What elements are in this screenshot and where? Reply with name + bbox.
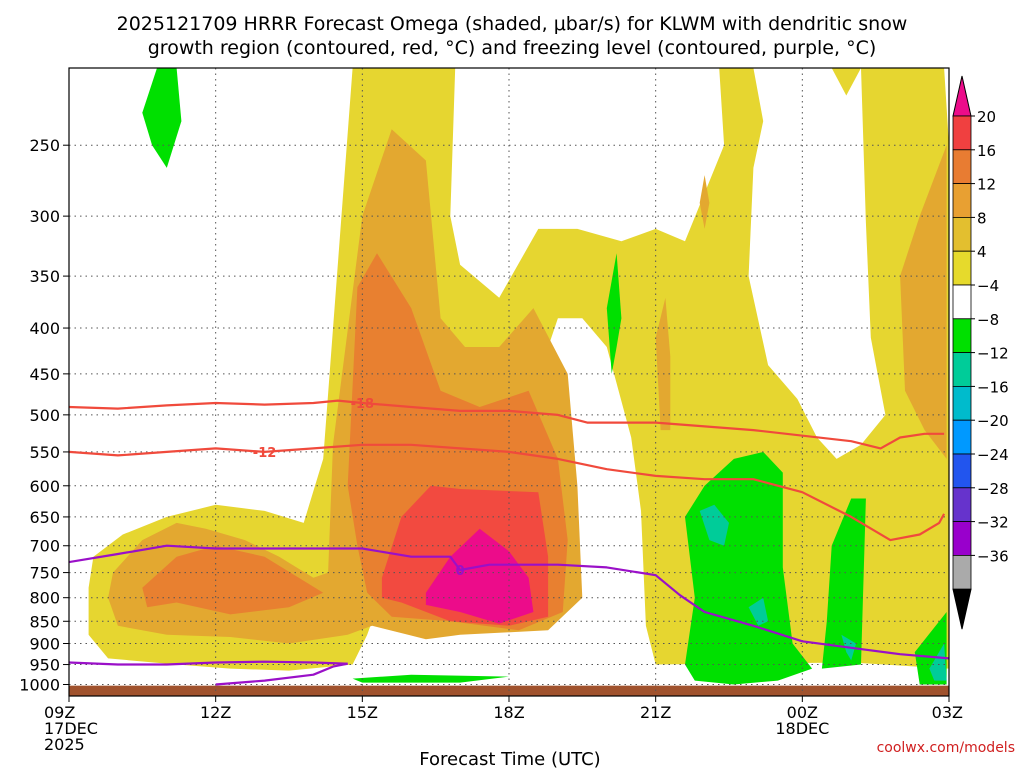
x-tick-date-00Z: 18DEC bbox=[775, 719, 829, 738]
colorbar-band-13 bbox=[952, 555, 972, 590]
colorbar-band-7 bbox=[952, 352, 972, 387]
colorbar-label-3: 8 bbox=[977, 209, 987, 227]
y-tick-label-250: 250 bbox=[29, 136, 60, 155]
omega-region-neg8-0 bbox=[699, 504, 729, 546]
plot-grid bbox=[68, 68, 950, 696]
y-tick-label-700: 700 bbox=[29, 537, 60, 556]
omega-region-8-2 bbox=[900, 145, 947, 459]
colorbar-bottom-arrow bbox=[952, 588, 972, 630]
colorbar-label-9: −20 bbox=[977, 412, 1009, 430]
x-tick-label-12Z: 12Z bbox=[200, 703, 231, 722]
y-tick-label-950: 950 bbox=[29, 656, 60, 675]
chart-title-line-2: growth region (contoured, red, °C) and f… bbox=[148, 37, 877, 59]
omega-region-neg4-0 bbox=[142, 68, 182, 168]
contour-dgz_-12 bbox=[69, 443, 946, 542]
temperature-contours bbox=[69, 399, 949, 686]
omega-shading bbox=[88, 68, 949, 685]
colorbar-label-1: 16 bbox=[977, 142, 996, 160]
omega-region-neg8-1 bbox=[748, 597, 769, 626]
omega-region-4-1 bbox=[831, 68, 861, 96]
x-tick-date-09Z: 17DEC bbox=[44, 719, 98, 738]
colorbar-label-13: −36 bbox=[977, 547, 1009, 565]
colorbar-label-4: 4 bbox=[977, 243, 987, 261]
chart-title-line-1: 2025121709 HRRR Forecast Omega (shaded, … bbox=[117, 13, 908, 35]
colorbar-label-7: −12 bbox=[977, 345, 1009, 363]
y-tick-label-450: 450 bbox=[29, 365, 60, 384]
colorbar-band-3 bbox=[952, 216, 972, 252]
y-tick-label-1000: 1000 bbox=[19, 676, 60, 695]
y-tick-label-650: 650 bbox=[29, 508, 60, 527]
colorbar-band-1 bbox=[952, 149, 972, 185]
contour-label-dgz_-18: -18 bbox=[351, 397, 375, 412]
colorbar-band-9 bbox=[952, 419, 972, 455]
omega-region-8-3 bbox=[699, 175, 710, 229]
omega-region-8-1 bbox=[655, 297, 671, 431]
y-axis-ticks: 250 300 350 400 450 500 550 600 650 700 750 800 850 9… bbox=[19, 136, 69, 695]
colorbar-band-6 bbox=[952, 318, 972, 353]
colorbar-label-5: −4 bbox=[977, 277, 999, 295]
y-tick-label-300: 300 bbox=[29, 207, 60, 226]
x-tick-label-03Z: 03Z bbox=[932, 703, 963, 722]
omega-region-neg4-3 bbox=[821, 498, 866, 669]
y-tick-label-900: 900 bbox=[29, 635, 60, 654]
omega-region-12-0 bbox=[142, 545, 324, 615]
colorbar-band-8 bbox=[952, 385, 972, 421]
y-tick-label-350: 350 bbox=[29, 267, 60, 286]
x-tick-label-00Z: 00Z bbox=[787, 703, 818, 722]
contour-freezing_0 bbox=[69, 544, 949, 660]
y-tick-label-750: 750 bbox=[29, 564, 60, 583]
x-tick-label-21Z: 21Z bbox=[640, 703, 671, 722]
contour-freezing_lower2 bbox=[215, 662, 348, 686]
colorbar-band-0 bbox=[952, 115, 972, 151]
x-tick-label-15Z: 15Z bbox=[347, 703, 378, 722]
colorbar-label-10: −24 bbox=[977, 446, 1009, 464]
omega-region-neg4-1 bbox=[606, 253, 622, 374]
colorbar-band-12 bbox=[952, 521, 972, 556]
y-tick-label-850: 850 bbox=[29, 612, 60, 631]
colorbar-band-4 bbox=[952, 250, 972, 286]
colorbar-band-11 bbox=[952, 487, 972, 522]
omega-region-neg8-3 bbox=[929, 643, 947, 681]
omega-region-20-0 bbox=[425, 528, 534, 624]
colorbar: 20 16 12 8 4 −4 −8 −12 −16 −20 −24 −28 −32 −36 bbox=[952, 75, 1009, 630]
contour-label-freezing_0: 0 bbox=[456, 564, 465, 579]
contour-freezing_lower bbox=[69, 660, 348, 666]
x-tick-label-18Z: 18Z bbox=[493, 703, 524, 722]
contour-label-dgz_-12: -12 bbox=[253, 446, 277, 461]
colorbar-band-10 bbox=[952, 453, 972, 489]
contour-labels: -18 -12 0 bbox=[253, 397, 465, 579]
y-tick-label-800: 800 bbox=[29, 589, 60, 608]
x-tick-year-09Z: 2025 bbox=[44, 735, 85, 754]
omega-region-neg4-4 bbox=[352, 674, 509, 683]
colorbar-label-6: −8 bbox=[977, 311, 999, 329]
x-tick-label-09Z: 09Z bbox=[44, 703, 75, 722]
colorbar-band-2 bbox=[952, 183, 972, 218]
credit-text: coolwx.com/models bbox=[877, 740, 1015, 756]
y-tick-label-600: 600 bbox=[29, 477, 60, 496]
contour-dgz_-18 bbox=[69, 399, 945, 450]
y-tick-label-500: 500 bbox=[29, 406, 60, 425]
colorbar-label-0: 20 bbox=[977, 108, 996, 126]
colorbar-label-8: −16 bbox=[977, 378, 1009, 396]
colorbar-label-12: −32 bbox=[977, 514, 1009, 532]
x-axis-label: Forecast Time (UTC) bbox=[419, 749, 600, 768]
y-tick-label-550: 550 bbox=[29, 443, 60, 462]
colorbar-top-arrow bbox=[952, 75, 972, 117]
y-tick-label-400: 400 bbox=[29, 319, 60, 338]
colorbar-band-5 bbox=[952, 284, 972, 320]
colorbar-label-11: −28 bbox=[977, 480, 1009, 498]
colorbar-label-2: 12 bbox=[977, 176, 996, 194]
